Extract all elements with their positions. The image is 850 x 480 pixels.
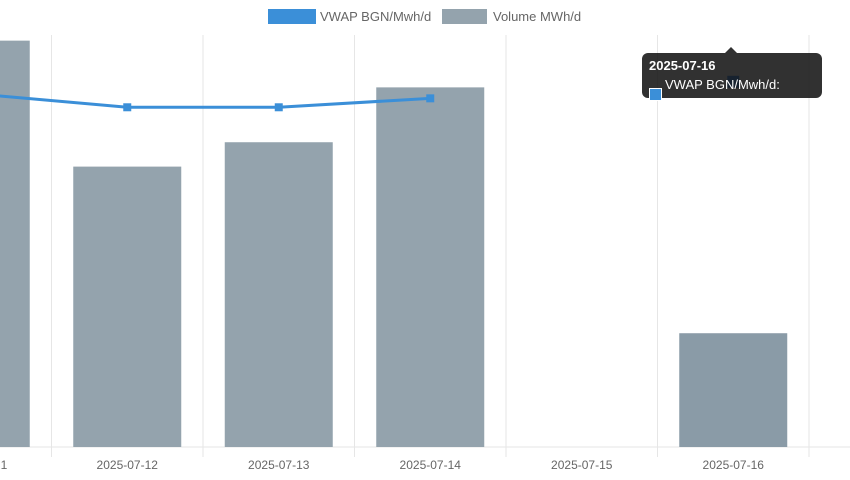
- legend-swatch-volume: [442, 9, 487, 24]
- x-tick-label: 2025-07-15: [551, 458, 613, 472]
- tooltip-row: VWAP BGN/Mwh/d: 68.17: [649, 76, 815, 112]
- vwap-point[interactable]: [426, 94, 435, 103]
- vwap-line: [0, 94, 431, 109]
- x-tick-label: 2025-07-16: [703, 458, 765, 472]
- tooltip-swatch: [649, 87, 662, 101]
- volume-bar[interactable]: [679, 333, 788, 447]
- legend[interactable]: VWAP BGN/Mwh/d Volume MWh/d: [268, 9, 581, 24]
- volume-bar[interactable]: [73, 166, 182, 448]
- x-tick-label: 2025-07-13: [248, 458, 310, 472]
- tooltip-value: VWAP BGN/Mwh/d: 68.17: [665, 77, 780, 110]
- x-tick-label: 2025-07-12: [97, 458, 159, 472]
- vwap-point[interactable]: [274, 103, 283, 112]
- legend-label-vwap[interactable]: VWAP BGN/Mwh/d: [320, 9, 431, 24]
- x-tick-label: 1: [1, 458, 8, 472]
- volume-bar[interactable]: [224, 142, 333, 447]
- chart-tooltip: 2025-07-16 VWAP BGN/Mwh/d: 68.17: [642, 47, 822, 110]
- legend-label-volume[interactable]: Volume MWh/d: [493, 9, 581, 24]
- tooltip-caret: [725, 47, 737, 53]
- legend-swatch-vwap: [268, 9, 316, 24]
- x-tick-label: 2025-07-14: [400, 458, 462, 472]
- volume-bar[interactable]: [0, 40, 30, 448]
- vwap-line-series: [0, 75, 740, 112]
- volume-bar[interactable]: [376, 87, 485, 448]
- vwap-point[interactable]: [123, 103, 132, 112]
- volume-bars: [0, 40, 788, 448]
- x-axis: 1 2025-07-12 2025-07-13 2025-07-14 2025-07-1…: [1, 458, 765, 472]
- tooltip-title: 2025-07-16: [649, 58, 716, 73]
